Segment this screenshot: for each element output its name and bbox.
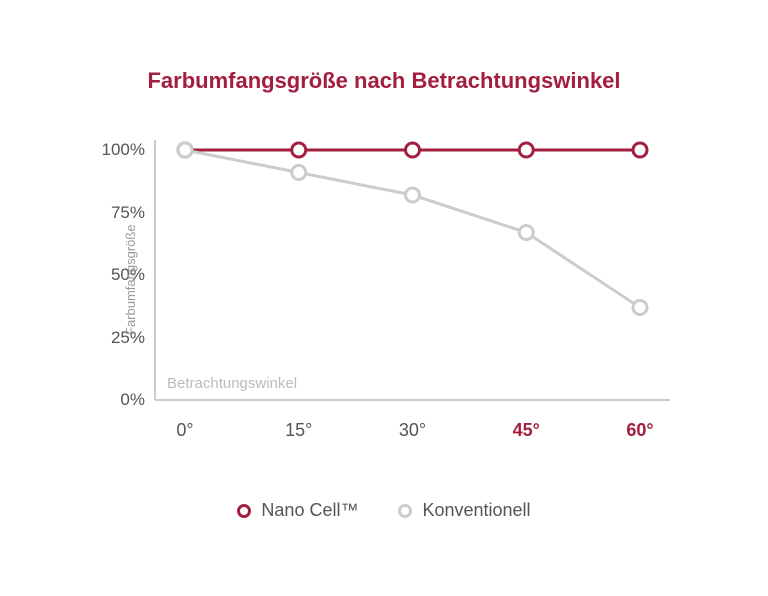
- x-tick-label: 45°: [496, 420, 556, 441]
- legend-label: Nano Cell™: [261, 500, 358, 521]
- legend-label: Konventionell: [422, 500, 530, 521]
- legend-item: Konventionell: [398, 500, 530, 521]
- x-axis-label: Betrachtungswinkel: [167, 375, 297, 392]
- y-tick-label: 0%: [85, 390, 145, 410]
- x-tick-label: 15°: [269, 420, 329, 441]
- y-axis-label: Farbumfangsgröße: [123, 224, 138, 335]
- y-tick-label: 100%: [85, 140, 145, 160]
- legend-marker-icon: [398, 504, 412, 518]
- chart-legend: Nano Cell™ Konventionell: [0, 500, 768, 523]
- x-tick-label: 60°: [610, 420, 670, 441]
- legend-item: Nano Cell™: [237, 500, 358, 521]
- x-tick-label: 30°: [383, 420, 443, 441]
- legend-marker-icon: [237, 504, 251, 518]
- y-tick-label: 75%: [85, 203, 145, 223]
- x-tick-label: 0°: [155, 420, 215, 441]
